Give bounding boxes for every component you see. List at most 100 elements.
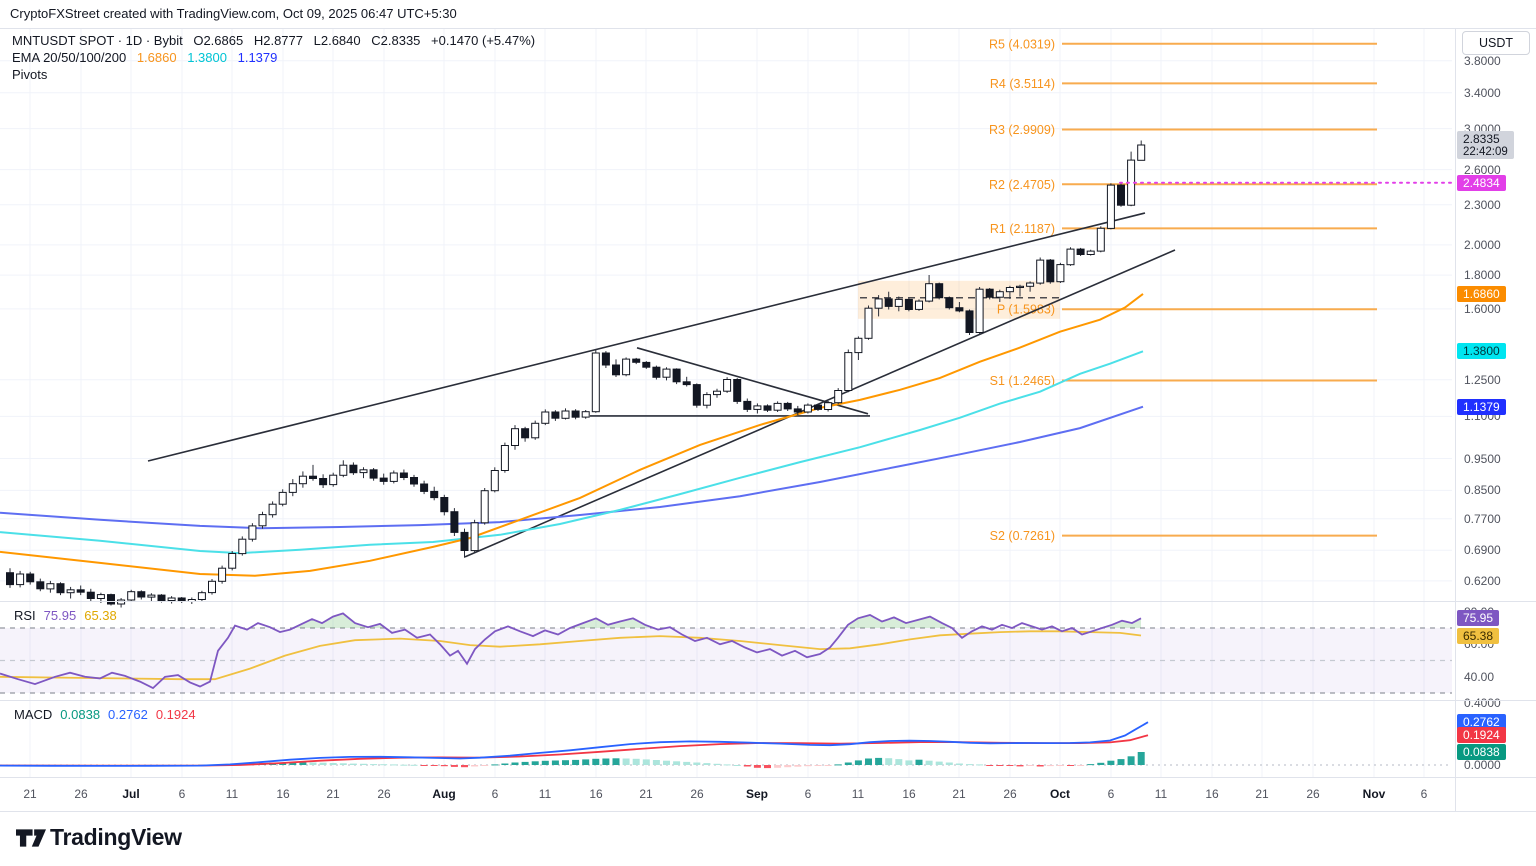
- candle-body[interactable]: [480, 490, 489, 524]
- candle-body[interactable]: [379, 477, 388, 482]
- candle-body[interactable]: [440, 497, 449, 513]
- candle-body[interactable]: [329, 474, 338, 486]
- candle-body[interactable]: [238, 538, 247, 555]
- candle-body[interactable]: [46, 583, 55, 590]
- candle-body[interactable]: [1076, 248, 1085, 256]
- trendline[interactable]: [636, 347, 869, 415]
- macd-badge[interactable]: 0.1924: [1457, 727, 1506, 744]
- candle-body[interactable]: [1016, 285, 1024, 288]
- candle-body[interactable]: [723, 379, 732, 392]
- candle-body[interactable]: [864, 307, 873, 339]
- candle-body[interactable]: [197, 592, 206, 601]
- price-badge[interactable]: 2.8335 22:42:09: [1457, 131, 1514, 159]
- candle-body[interactable]: [601, 352, 610, 366]
- ema-line[interactable]: [0, 293, 1144, 577]
- tradingview-logo-icon[interactable]: [16, 825, 46, 851]
- price-badge[interactable]: 2.4834: [1457, 174, 1506, 191]
- rsi-badge[interactable]: 65.38: [1457, 627, 1500, 644]
- candle-body[interactable]: [844, 352, 853, 392]
- price-scale[interactable]: 3.8000 3.4000 3.0000 2.6000 2.3000 2.0000 1.80…: [1456, 28, 1536, 810]
- ema-line[interactable]: [0, 405, 1144, 530]
- price-badge[interactable]: 1.6860: [1457, 285, 1506, 302]
- candle-body[interactable]: [309, 475, 317, 480]
- candle-body[interactable]: [26, 573, 35, 583]
- candle-body[interactable]: [319, 478, 328, 486]
- chart-canvas[interactable]: R5 (4.0319) R4 (3.5114) R3 (2.9909) R2 (2.4…: [0, 0, 1536, 817]
- candle-body[interactable]: [571, 410, 580, 418]
- candle-body[interactable]: [339, 464, 348, 476]
- candle-body[interactable]: [86, 591, 95, 600]
- symbol-row[interactable]: MNTUSDT SPOT · 1D · Bybit O2.6865 H2.877…: [12, 33, 542, 49]
- candle-body[interactable]: [814, 404, 822, 410]
- candle-body[interactable]: [6, 572, 14, 586]
- pivots-row[interactable]: Pivots: [12, 67, 542, 83]
- ema-row[interactable]: EMA 20/50/100/200 1.6860 1.3800 1.1379: [12, 50, 542, 66]
- candle-body[interactable]: [117, 599, 126, 605]
- candle-body[interactable]: [460, 531, 469, 552]
- candle-body[interactable]: [359, 469, 368, 474]
- price-badge[interactable]: 1.1379: [1457, 398, 1506, 415]
- macd-badge[interactable]: 0.0838: [1457, 744, 1506, 760]
- candle-body[interactable]: [632, 358, 641, 363]
- candle-body[interactable]: [935, 283, 944, 299]
- trendline[interactable]: [464, 249, 1176, 558]
- candle-body[interactable]: [551, 411, 560, 419]
- rsi-legend[interactable]: RSI 75.95 65.38: [14, 608, 125, 623]
- candle-body[interactable]: [834, 390, 843, 404]
- chart-svg[interactable]: R5 (4.0319) R4 (3.5114) R3 (2.9909) R2 (2.4…: [0, 0, 1536, 812]
- candle-body[interactable]: [500, 445, 509, 471]
- candle-body[interactable]: [420, 483, 429, 492]
- candle-body[interactable]: [450, 511, 459, 533]
- candle-body[interactable]: [662, 368, 671, 378]
- candle-body[interactable]: [753, 405, 762, 410]
- candle-body[interactable]: [258, 514, 267, 527]
- candle-body[interactable]: [369, 469, 378, 479]
- candle-body[interactable]: [66, 589, 75, 594]
- currency-toggle-button[interactable]: USDT: [1462, 31, 1530, 55]
- candle-body[interactable]: [76, 589, 85, 593]
- candle-body[interactable]: [692, 384, 701, 406]
- candle-body[interactable]: [793, 408, 802, 413]
- candle-body[interactable]: [1036, 259, 1045, 284]
- tradingview-brand-text[interactable]: TradingView: [50, 824, 182, 850]
- candle-body[interactable]: [288, 483, 297, 493]
- candle-body[interactable]: [167, 597, 176, 601]
- candle-body[interactable]: [874, 298, 883, 309]
- rsi-ma-line[interactable]: [0, 630, 1142, 681]
- candle-body[interactable]: [803, 404, 812, 413]
- candle-body[interactable]: [955, 307, 964, 312]
- candle-body[interactable]: [1106, 184, 1115, 229]
- candle-body[interactable]: [248, 525, 257, 540]
- rsi-line[interactable]: [0, 612, 1142, 690]
- candle-body[interactable]: [652, 366, 661, 378]
- candle-body[interactable]: [268, 503, 277, 516]
- candle-body[interactable]: [773, 402, 782, 411]
- candle-body[interactable]: [521, 428, 530, 439]
- candle-body[interactable]: [107, 594, 115, 605]
- candle-body[interactable]: [561, 410, 570, 419]
- candle-body[interactable]: [925, 283, 934, 302]
- candle-body[interactable]: [884, 298, 893, 307]
- candle-body[interactable]: [531, 422, 540, 439]
- divider-macd[interactable]: [0, 700, 1536, 701]
- candle-body[interactable]: [612, 364, 620, 376]
- candle-body[interactable]: [1005, 287, 1014, 293]
- candle-body[interactable]: [904, 298, 913, 310]
- candle-body[interactable]: [278, 491, 287, 505]
- candle-body[interactable]: [1026, 282, 1035, 287]
- candle-body[interactable]: [157, 594, 166, 601]
- candle-body[interactable]: [672, 368, 681, 383]
- candle-body[interactable]: [985, 288, 994, 298]
- divider-rsi[interactable]: [0, 601, 1536, 602]
- candle-body[interactable]: [430, 490, 439, 499]
- candle-body[interactable]: [975, 288, 984, 334]
- candle-body[interactable]: [490, 470, 499, 492]
- candle-body[interactable]: [733, 379, 742, 402]
- candle-body[interactable]: [147, 594, 156, 598]
- candle-body[interactable]: [854, 337, 863, 354]
- candle-body[interactable]: [763, 405, 772, 411]
- candle-body[interactable]: [399, 472, 408, 478]
- price-badge[interactable]: 1.3800: [1457, 343, 1506, 360]
- candle-body[interactable]: [298, 475, 307, 485]
- candle-body[interactable]: [1137, 144, 1146, 161]
